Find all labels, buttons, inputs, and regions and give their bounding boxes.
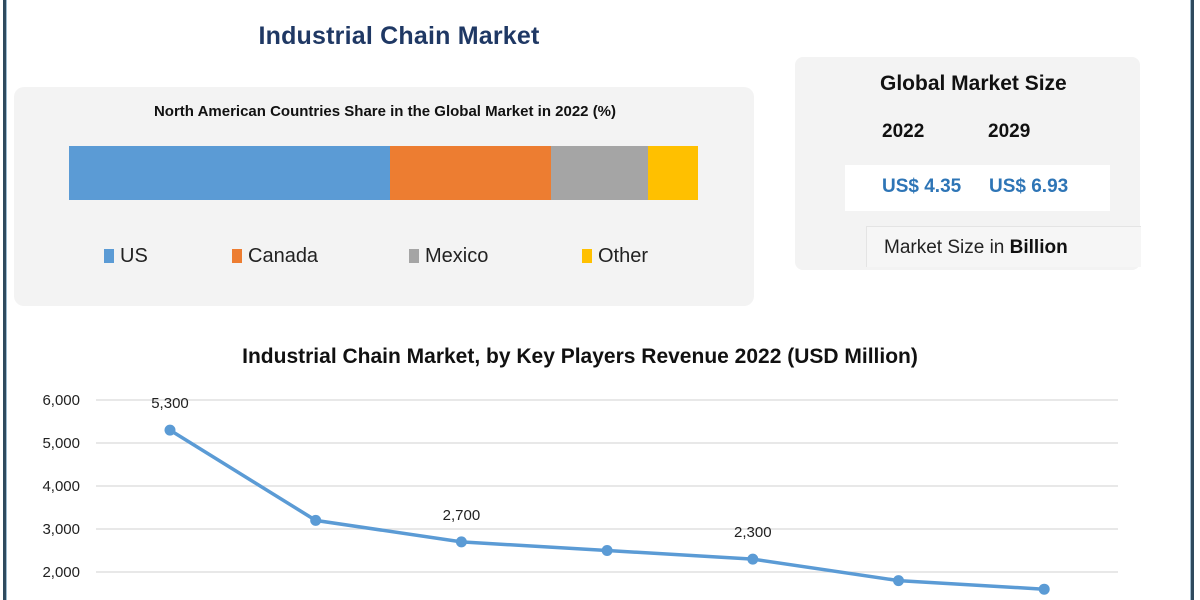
value-2022: US$ 4.35	[882, 176, 962, 197]
share-chart-title: North American Countries Share in the Gl…	[153, 103, 617, 120]
legend-swatch	[582, 249, 592, 263]
unit-label: Market Size in Billion	[884, 237, 1068, 259]
y-tick-label: 3,000	[42, 521, 80, 538]
y-tick-label: 5,000	[42, 435, 80, 452]
revenue-line	[169, 428, 1045, 591]
legend-label: Mexico	[425, 244, 489, 267]
legend-swatch	[232, 249, 242, 263]
market-values-box	[845, 165, 1110, 211]
data-label: 2,700	[443, 507, 481, 524]
stack-segment-canada	[389, 146, 551, 200]
stack-segment-us	[69, 146, 390, 200]
legend-item-canada: Canada	[232, 244, 318, 268]
data-point-6	[893, 575, 904, 587]
stack-segment-mexico	[550, 146, 648, 200]
frame-left-border	[3, 0, 7, 600]
data-point-7	[1038, 583, 1050, 595]
legend-label: Canada	[248, 244, 319, 267]
line-chart: 6,000 5,000 4,000 3,000 2,000 5,300 2,700 2,300	[42, 392, 1118, 595]
legend-item-mexico: Mexico	[409, 244, 488, 268]
data-point-5	[747, 553, 759, 565]
line-chart-title: Industrial Chain Market, by Key Players …	[242, 345, 918, 368]
year-2029-label: 2029	[988, 121, 1031, 142]
y-tick-label: 2,000	[42, 564, 80, 581]
data-point-1	[164, 424, 176, 436]
unit-prefix: Market Size in	[884, 237, 1010, 258]
year-2022-label: 2022	[882, 121, 925, 142]
stacked-share-bar	[69, 146, 698, 200]
legend-swatch	[409, 249, 419, 263]
legend-item-other: Other	[582, 244, 648, 268]
data-point-2	[310, 514, 322, 526]
data-label: 5,300	[151, 395, 189, 412]
data-point-4	[601, 545, 613, 556]
unit-box	[866, 226, 1141, 267]
legend-item-us: US	[104, 244, 148, 268]
y-tick-label: 6,000	[42, 392, 80, 409]
data-label: 2,300	[734, 524, 772, 541]
market-size-title: Global Market Size	[880, 72, 1067, 95]
data-point-3	[455, 536, 467, 548]
value-2029: US$ 6.93	[989, 176, 1069, 197]
frame-right-border	[1190, 0, 1194, 600]
y-tick-label: 4,000	[42, 478, 80, 495]
stack-segment-other	[647, 146, 698, 200]
legend-label: US	[120, 244, 148, 267]
page-title: Industrial Chain Market	[258, 22, 540, 50]
legend-label: Other	[598, 244, 649, 267]
unit-bold: Billion	[1009, 237, 1068, 258]
legend-swatch	[104, 249, 114, 263]
